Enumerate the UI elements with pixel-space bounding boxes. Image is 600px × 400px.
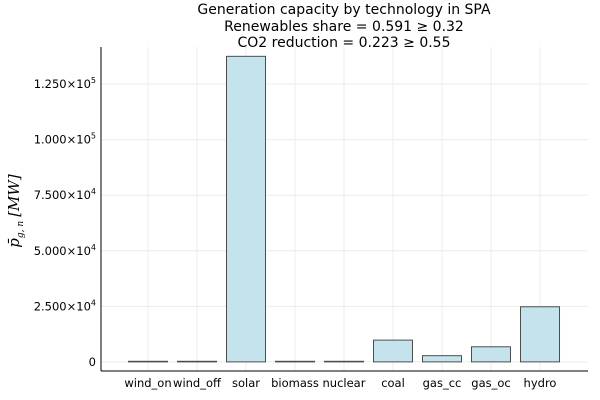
y-tick-mantissa: 0 (89, 355, 96, 369)
x-tick-label-gas_cc: gas_cc (423, 376, 462, 390)
y-tick-exponent: 4 (91, 298, 96, 307)
y-tick-label-2: 5.000×104 (34, 243, 96, 258)
y-tick-mantissa: 7.500×10 (34, 188, 91, 202)
x-tick-label-biomass: biomass (271, 376, 319, 390)
x-tick-label-wind_off: wind_off (173, 376, 222, 390)
y-tick-labels: 02.500×1045.000×1047.500×1041.000×1051.2… (34, 76, 96, 369)
y-axis-label-text: p̄g, n [MW] (5, 174, 26, 248)
bar-gas_cc (422, 355, 462, 363)
bar-wind_on (128, 360, 168, 363)
y-axis-label-symbol: p̄ (5, 238, 23, 248)
chart-title-line-3: CO2 reduction = 0.223 ≥ 0.55 (237, 35, 450, 51)
x-tick-label-solar: solar (232, 376, 260, 390)
chart-title-line-1: Generation capacity by technology in SPA (197, 2, 491, 18)
x-tick-label-nuclear: nuclear (323, 376, 366, 390)
x-tick-label-hydro: hydro (524, 376, 557, 390)
x-tick-label-wind_on: wind_on (124, 376, 171, 390)
y-tick-label-3: 7.500×104 (34, 187, 96, 202)
bar-wind_off (177, 360, 217, 363)
y-tick-label-4: 1.000×105 (34, 132, 96, 147)
chart-title: Generation capacity by technology in SPA… (197, 2, 491, 51)
y-axis-label-subscript: g, n (16, 221, 26, 238)
x-tick-labels: wind_on wind_off solar biomass nuclear coal ga… (124, 376, 556, 390)
y-tick-exponent: 5 (91, 76, 96, 85)
y-tick-mantissa: 2.500×10 (34, 299, 91, 313)
bar-gas_oc (471, 346, 511, 363)
axes (100, 47, 588, 372)
bar-coal (373, 339, 413, 363)
bars (128, 55, 560, 363)
bar-hydro (520, 306, 560, 363)
y-axis-label: p̄g, n [MW] (5, 174, 26, 248)
y-axis-label-unit: [MW] (5, 174, 23, 217)
y-tick-label-5: 1.250×105 (34, 76, 96, 91)
y-tick-exponent: 4 (91, 243, 96, 252)
x-tick-label-coal: coal (381, 376, 405, 390)
y-tick-mantissa: 1.000×10 (34, 133, 91, 147)
bar-nuclear (324, 360, 364, 363)
y-tick-label-1: 2.500×104 (34, 298, 96, 313)
bar-solar (226, 55, 266, 363)
bar-biomass (275, 360, 315, 363)
y-tick-label-0: 0 (89, 355, 96, 369)
y-tick-exponent: 4 (91, 187, 96, 196)
y-tick-mantissa: 1.250×10 (34, 77, 91, 91)
y-tick-mantissa: 5.000×10 (34, 244, 91, 258)
grid (101, 47, 588, 371)
y-tick-exponent: 5 (91, 132, 96, 141)
x-tick-label-gas_oc: gas_oc (471, 376, 510, 390)
chart-title-line-2: Renewables share = 0.591 ≥ 0.32 (224, 19, 464, 35)
